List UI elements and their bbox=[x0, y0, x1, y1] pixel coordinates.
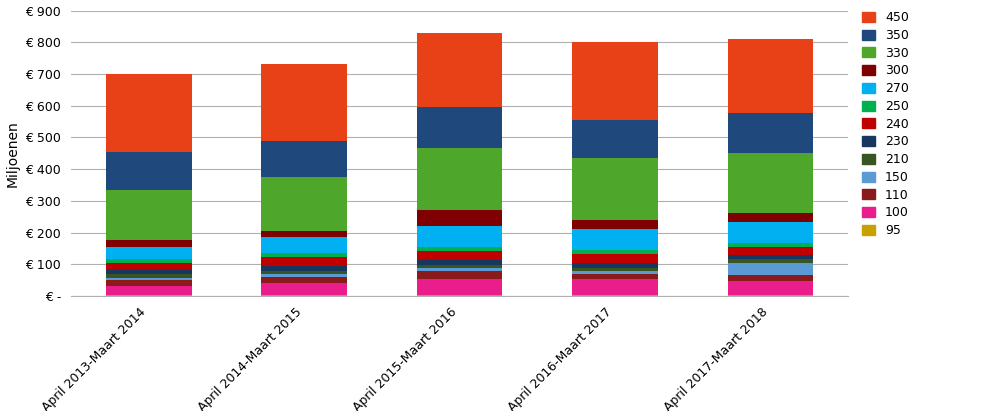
Bar bbox=[727, 247, 812, 255]
Bar bbox=[727, 243, 812, 247]
Bar bbox=[416, 210, 502, 226]
Bar bbox=[261, 271, 347, 275]
Bar bbox=[106, 275, 192, 277]
Bar bbox=[261, 295, 347, 296]
Bar bbox=[106, 280, 192, 286]
Bar bbox=[261, 141, 347, 177]
Bar bbox=[572, 120, 657, 158]
Bar bbox=[261, 231, 347, 237]
Bar bbox=[106, 190, 192, 240]
Bar bbox=[261, 277, 347, 283]
Bar bbox=[572, 42, 657, 120]
Bar bbox=[106, 240, 192, 247]
Bar bbox=[572, 158, 657, 220]
Bar bbox=[416, 107, 502, 148]
Bar bbox=[416, 295, 502, 296]
Bar bbox=[727, 213, 812, 222]
Bar bbox=[727, 295, 812, 296]
Bar bbox=[106, 247, 192, 259]
Bar bbox=[106, 277, 192, 280]
Bar bbox=[416, 33, 502, 107]
Bar bbox=[727, 222, 812, 243]
Legend: 450, 350, 330, 300, 270, 250, 240, 230, 210, 150, 110, 100, 95: 450, 350, 330, 300, 270, 250, 240, 230, … bbox=[862, 11, 908, 237]
Bar bbox=[106, 74, 192, 152]
Bar bbox=[727, 259, 812, 263]
Bar bbox=[106, 286, 192, 295]
Bar bbox=[572, 229, 657, 250]
Bar bbox=[416, 148, 502, 210]
Bar bbox=[572, 274, 657, 279]
Bar bbox=[572, 220, 657, 229]
Bar bbox=[416, 260, 502, 265]
Bar bbox=[106, 152, 192, 190]
Bar bbox=[261, 283, 347, 295]
Bar bbox=[572, 268, 657, 271]
Bar bbox=[572, 271, 657, 274]
Bar bbox=[416, 268, 502, 270]
Bar bbox=[416, 265, 502, 268]
Bar bbox=[106, 263, 192, 270]
Bar bbox=[261, 266, 347, 271]
Bar bbox=[261, 275, 347, 277]
Bar bbox=[261, 65, 347, 141]
Bar bbox=[261, 237, 347, 253]
Bar bbox=[416, 270, 502, 279]
Bar bbox=[572, 250, 657, 254]
Bar bbox=[727, 275, 812, 281]
Bar bbox=[106, 270, 192, 275]
Bar bbox=[572, 263, 657, 268]
Y-axis label: Miljoenen: Miljoenen bbox=[6, 120, 19, 187]
Bar bbox=[106, 295, 192, 296]
Bar bbox=[572, 279, 657, 295]
Bar bbox=[416, 247, 502, 251]
Bar bbox=[261, 177, 347, 231]
Bar bbox=[261, 257, 347, 266]
Bar bbox=[727, 281, 812, 295]
Bar bbox=[106, 259, 192, 263]
Bar bbox=[572, 295, 657, 296]
Bar bbox=[727, 263, 812, 275]
Bar bbox=[727, 113, 812, 152]
Bar bbox=[416, 279, 502, 295]
Bar bbox=[727, 152, 812, 213]
Bar bbox=[261, 253, 347, 257]
Bar bbox=[727, 255, 812, 259]
Bar bbox=[727, 39, 812, 113]
Bar bbox=[416, 226, 502, 247]
Bar bbox=[416, 251, 502, 260]
Bar bbox=[572, 254, 657, 263]
